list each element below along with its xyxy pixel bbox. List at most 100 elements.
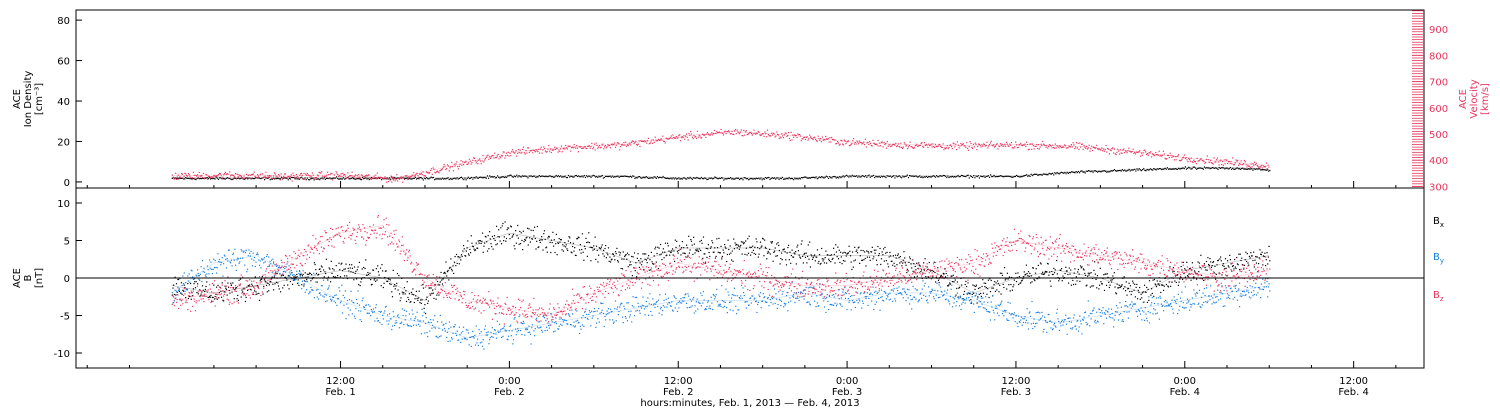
velocity-series-point [1120,152,1122,154]
velocity-series-point [577,151,579,153]
density-series-point [1129,170,1131,172]
density-series-point [1257,168,1260,170]
density-series-point [448,178,450,181]
by-series-point [743,294,745,297]
density-series-point [590,176,592,178]
bx-series-point [926,266,928,268]
bx-series-point [497,236,499,238]
velocity-series-point [929,144,932,146]
bx-series-point [386,280,389,283]
bx-series-point [191,292,193,294]
by-series-point [254,265,256,268]
velocity-series-point [1213,157,1215,159]
bx-series-point [514,248,516,250]
bx-series-point [1252,259,1254,262]
density-series-point [587,176,589,178]
bx-series-point [1037,264,1039,267]
density-series-point [1001,175,1003,177]
by-series-point [805,286,807,288]
velocity-series-point [1157,154,1159,156]
density-series-point [195,179,197,181]
density-series-point [570,175,572,177]
velocity-series-point [939,145,942,147]
bx-series-point [1140,293,1142,295]
density-series-point [352,178,355,180]
bx-series-point [560,238,562,241]
velocity-series-point [504,157,506,159]
by-series-point [457,339,459,342]
by-series-point [352,301,354,304]
bx-series-point [709,255,711,258]
bx-series-point [845,255,847,257]
by-series-point [534,335,536,337]
density-series-point [190,178,193,180]
by-series-point [674,307,676,309]
bx-series-point [196,291,198,294]
velocity-series-point [1029,143,1031,145]
by-series-point [500,336,503,338]
velocity-series-point [299,174,301,176]
bx-series-point [890,260,892,263]
by-series-point [185,288,187,290]
velocity-series-point [509,152,511,154]
bx-series-point [694,252,696,254]
by-series-point [581,317,583,319]
velocity-series-point [1012,147,1014,149]
density-series-point [945,175,947,177]
density-series-point [359,178,361,181]
by-series-point [776,307,778,309]
velocity-series-point [853,143,856,145]
density-series-point [1040,174,1042,176]
bx-series-point [462,250,464,252]
velocity-series-point [566,148,568,150]
by-series-point [535,318,537,320]
velocity-series-point [565,147,568,149]
by-series-point [894,298,896,300]
velocity-series-point [602,143,604,145]
density-series-point [1181,167,1183,169]
velocity-series-point [743,129,745,132]
density-series-point [677,178,679,180]
velocity-series-point [600,146,602,148]
density-series-point [520,176,522,178]
bx-series-point [569,237,571,239]
by-series-point [730,301,732,303]
by-series-point [469,336,471,339]
bx-series-point [1115,292,1117,294]
bx-series-point [1250,255,1253,257]
bx-series-point [631,255,633,258]
velocity-series-point [1134,151,1136,154]
bx-series-point [1128,282,1130,284]
velocity-series-point [762,133,764,135]
bx-series-point [1148,280,1151,282]
velocity-series-point [724,130,726,132]
bx-series-point [218,297,220,299]
density-series-point [1090,171,1092,173]
velocity-series-point [739,131,742,133]
density-series-point [223,178,225,180]
by-series-point [259,260,261,262]
bx-series-point [1125,281,1127,283]
density-series-point [471,176,473,179]
bx-series-point [187,297,190,300]
density-series-point [436,178,438,180]
bx-series-point [548,236,550,238]
density-series-point [510,174,512,176]
by-series-point [196,275,198,277]
velocity-series-point [925,143,927,146]
by-series-point [982,297,984,299]
velocity-series-point [695,136,697,138]
by-series-point [564,319,566,321]
by-series-point [900,292,902,294]
bx-series-point [1060,269,1062,271]
velocity-series-point [817,135,819,137]
bx-series-point [182,289,184,291]
by-series-point [744,301,746,303]
velocity-series-point [224,173,226,175]
bx-series-point [1106,273,1108,275]
by-series-point [878,297,880,299]
bx-series-point [444,272,446,274]
by-series-point [694,305,696,307]
density-series-point [1112,169,1114,172]
density-series-point [704,177,706,179]
